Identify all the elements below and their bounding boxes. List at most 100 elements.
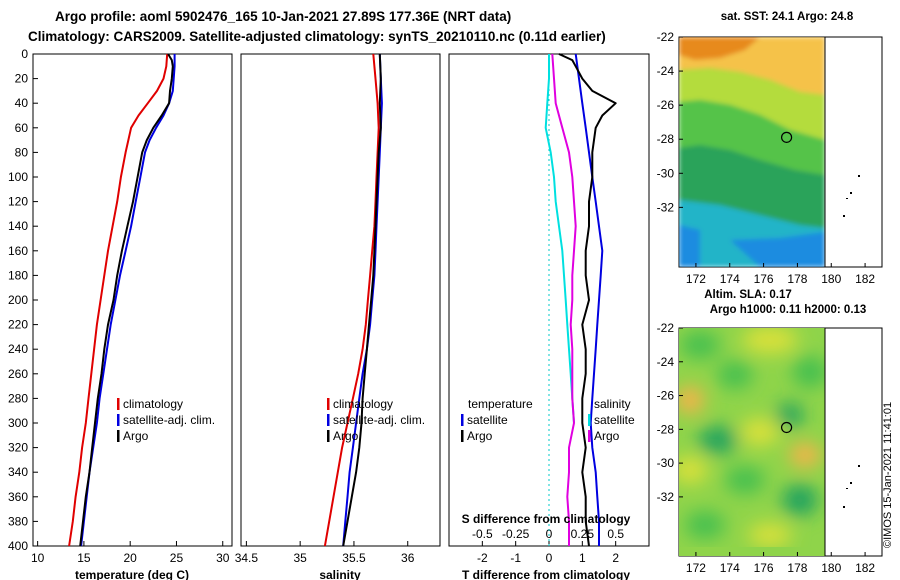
salinity-panel: 34.5 35 35.5 36 climatology satellite-adj. c…: [235, 53, 441, 580]
depth-tick-label: 240: [8, 342, 28, 356]
figure-title-line1: Argo profile: aoml 5902476_165 10-Jan-20…: [55, 9, 511, 24]
sla-map-subtitle: Argo h1000: 0.11 h2000: 0.13: [710, 304, 867, 316]
depth-tick-label: 100: [8, 170, 28, 184]
depth-tick-label: 120: [8, 195, 28, 209]
argo-line: [342, 53, 382, 547]
lon-tick-label: 174: [720, 272, 740, 286]
sla-map-axes: 172 174 176 178 180 182 -22 -24 -26 -28 -30 -32: [657, 321, 876, 575]
lon-tick-label: 178: [787, 561, 807, 575]
lat-tick-label: -30: [657, 456, 675, 470]
lat-tick-label: -32: [657, 200, 675, 214]
lat-tick-label: -24: [657, 64, 675, 78]
t-difference-x-label: T difference from climatology: [462, 568, 630, 580]
legend-swatch: [588, 430, 591, 442]
sst-map-axes: 172 174 176 178 180 182 -22 -24 -26 -28 -30 -32: [657, 30, 876, 286]
depth-tick-label: 320: [8, 441, 28, 455]
x-tick-label: -2: [477, 551, 488, 565]
climatology-line: [68, 53, 169, 547]
x-tick-label: 0: [546, 551, 553, 565]
depth-tick-label: 200: [8, 293, 28, 307]
x-tick-label: 10: [31, 551, 45, 565]
lat-tick-label: -28: [657, 132, 675, 146]
legend-label: satellite-adj. clim.: [123, 413, 215, 427]
temperature-series: [68, 53, 176, 547]
depth-tick-label: 300: [8, 416, 28, 430]
depth-axis: 0 20 40 60 80 100 120 140 160 180 200 220 240 260 280 3…: [8, 47, 38, 553]
legend-label: satellite: [467, 413, 508, 427]
difference-series: [544, 53, 617, 547]
sst-map: sat. SST: 24.1 Argo: 24.8 172 174 176 178 18…: [657, 11, 883, 286]
lon-tick-label: 176: [754, 561, 774, 575]
depth-tick-label: 0: [21, 47, 28, 61]
temperature-panel: 0 20 40 60 80 100 120 140 160 180 200 220 240 260 280 3…: [8, 47, 233, 580]
s-diff-tick-label: 0.5: [607, 527, 624, 541]
legend-label: Argo: [467, 429, 493, 443]
x-tick-label: 15: [77, 551, 91, 565]
legend-swatch: [327, 414, 330, 426]
temperature-x-axis: 10 15 20 25 30: [31, 541, 230, 565]
legend-label: satellite-adj. clim.: [333, 413, 425, 427]
legend-swatch: [117, 414, 120, 426]
lon-tick-label: 180: [821, 561, 841, 575]
legend-swatch: [117, 430, 120, 442]
x-tick-label: 2: [612, 551, 619, 565]
x-tick-label: 1: [579, 551, 586, 565]
sla-map: Altim. SLA: 0.17 Argo h1000: 0.11 h2000:…: [657, 289, 883, 575]
legend-label: Argo: [594, 429, 620, 443]
lon-tick-label: 172: [686, 561, 706, 575]
temperature-x-label: temperature (deg C): [75, 568, 189, 580]
x-tick-label: 25: [170, 551, 184, 565]
depth-tick-label: 40: [15, 96, 29, 110]
figure-title-line2: Climatology: CARS2009. Satellite-adjuste…: [28, 29, 606, 44]
sla-map-title: Altim. SLA: 0.17: [704, 289, 792, 301]
lon-tick-label: 182: [855, 272, 875, 286]
x-tick-label: 35.5: [342, 551, 366, 565]
legend-label: satellite: [594, 413, 635, 427]
salinity-x-axis: 34.5 35 35.5 36: [235, 541, 415, 565]
legend-swatch: [117, 398, 120, 410]
s-satellite-line: [544, 54, 575, 424]
legend-swatch: [461, 414, 464, 426]
depth-tick-label: 260: [8, 367, 28, 381]
t-satellite-line: [574, 53, 604, 546]
legend-swatch: [588, 414, 591, 426]
legend-label: climatology: [123, 397, 183, 411]
satellite-adj-clim-line: [342, 53, 383, 547]
temperature-plot-frame: [32, 53, 233, 547]
t-difference-x-axis: -2 -1 0 1 2: [477, 541, 619, 565]
sst-map-title: sat. SST: 24.1 Argo: 24.8: [721, 11, 854, 23]
sla-islands: [843, 465, 860, 508]
lon-tick-label: 182: [855, 561, 875, 575]
x-tick-label: 36: [401, 551, 415, 565]
lat-tick-label: -30: [657, 166, 675, 180]
s-argo-line: [551, 53, 577, 546]
s-diff-tick-label: -0.25: [502, 527, 530, 541]
lon-tick-label: 174: [720, 561, 740, 575]
salinity-plot-frame: [240, 53, 441, 547]
depth-tick-label: 180: [8, 268, 28, 282]
climatology-line: [323, 53, 380, 547]
imos-timestamp-watermark: ©IMOS 15-Jan-2021 11:41:01: [882, 402, 894, 548]
salinity-series: [323, 53, 383, 547]
lat-tick-label: -24: [657, 355, 675, 369]
s-difference-x-label: S difference from climatology: [462, 512, 631, 526]
sst-argo-location-marker: [780, 131, 793, 143]
legend-label: Argo: [333, 429, 359, 443]
legend-swatch: [327, 430, 330, 442]
salinity-legend: climatology satellite-adj. clim. Argo: [327, 397, 425, 443]
x-tick-label: 34.5: [235, 551, 259, 565]
lon-tick-label: 176: [754, 272, 774, 286]
s-diff-tick-label: -0.5: [472, 527, 493, 541]
depth-tick-label: 280: [8, 391, 28, 405]
t-argo-line: [558, 53, 617, 547]
salinity-x-label: salinity: [319, 568, 361, 580]
depth-tick-label: 60: [15, 121, 29, 135]
depth-tick-label: 220: [8, 318, 28, 332]
depth-tick-label: 80: [15, 145, 29, 159]
temperature-legend: climatology satellite-adj. clim. Argo: [117, 397, 215, 443]
legend-swatch: [461, 430, 464, 442]
depth-tick-label: 400: [8, 539, 28, 553]
lat-tick-label: -32: [657, 490, 675, 504]
sst-field: [679, 37, 825, 267]
s-difference-x-axis: -0.5-0.2500.250.5: [472, 527, 624, 541]
